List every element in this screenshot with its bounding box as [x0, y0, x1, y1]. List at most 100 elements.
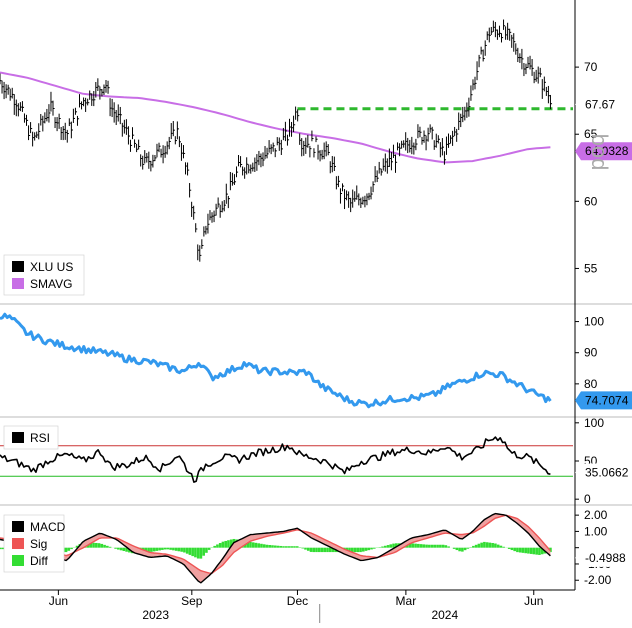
diff-bar: [359, 548, 362, 552]
ratio-ytick-label: 90: [584, 346, 598, 360]
price-ytick-label: 70: [584, 60, 598, 74]
diff-bar: [301, 548, 304, 549]
macd-ytick-label: 1.00: [584, 524, 608, 538]
diff-bar: [117, 548, 120, 550]
diff-bar: [158, 548, 161, 551]
diff-bar: [442, 545, 445, 548]
diff-bar: [513, 548, 516, 551]
diff-bar: [189, 548, 192, 555]
diff-bar: [439, 545, 442, 548]
diff-bar: [310, 548, 313, 552]
diff-bar: [390, 544, 393, 547]
diff-bar: [453, 548, 456, 549]
macd-ytick-label: -2.00: [584, 573, 612, 587]
diff-bar: [249, 542, 252, 548]
diff-bar: [216, 544, 219, 547]
price-last-value: 67.67: [575, 95, 624, 113]
diff-bar: [519, 548, 522, 553]
diff-bar: [356, 548, 359, 552]
macd-last-value: -0.4988: [575, 549, 632, 567]
diff-bar: [103, 545, 106, 548]
diff-bar: [483, 542, 486, 548]
diff-bar: [530, 548, 533, 554]
diff-bar: [434, 545, 437, 548]
diff-bar: [153, 548, 156, 552]
rsi-ytick-label: 0: [584, 492, 591, 506]
diff-bar: [252, 542, 255, 547]
diff-bar: [266, 545, 269, 548]
diff-bar: [527, 548, 530, 554]
diff-bar: [271, 545, 274, 547]
macd-legend-swatch: [12, 538, 24, 549]
diff-bar: [156, 548, 159, 551]
diff-bar: [114, 548, 117, 549]
diff-bar: [458, 548, 461, 552]
macd-legend-label: Sig: [30, 537, 47, 551]
ratio-ytick-label: 80: [584, 377, 598, 391]
diff-bar: [208, 548, 211, 550]
diff-bar: [497, 545, 500, 548]
diff-bar: [268, 545, 271, 548]
diff-bar: [68, 548, 71, 551]
diff-bar: [511, 548, 514, 550]
diff-bar: [365, 548, 368, 551]
diff-bar: [202, 548, 205, 556]
diff-bar: [213, 546, 216, 548]
diff-bar: [461, 548, 464, 552]
diff-bar: [120, 548, 123, 551]
diff-bar: [222, 542, 225, 548]
diff-bar: [180, 548, 183, 552]
diff-bar: [307, 548, 310, 551]
x-month-label: Mar: [396, 594, 417, 608]
diff-bar: [263, 544, 266, 547]
diff-bar: [92, 543, 95, 548]
diff-bar: [467, 548, 470, 549]
ratio-line: [0, 314, 550, 407]
diff-bar: [178, 548, 181, 552]
svg-text:67.67: 67.67: [585, 97, 615, 111]
diff-bar: [412, 543, 415, 547]
diff-bar: [447, 546, 450, 547]
diff-bar: [500, 546, 503, 548]
diff-bar: [381, 547, 384, 548]
rsi-ytick-label: 100: [584, 416, 604, 430]
diff-bar: [167, 548, 170, 550]
diff-bar: [431, 545, 434, 548]
price-legend-swatch: [12, 261, 24, 272]
diff-bar: [535, 548, 538, 555]
diff-bar: [296, 546, 299, 547]
diff-bar: [354, 548, 357, 552]
svg-text:-0.4988: -0.4988: [585, 551, 626, 565]
diff-bar: [312, 548, 315, 552]
diff-bar: [255, 543, 258, 548]
macd-ytick-label: 2.00: [584, 508, 608, 522]
x-year-label: 2023: [142, 608, 169, 622]
diff-bar: [95, 543, 98, 548]
diff-bar: [293, 546, 296, 547]
diff-bar: [436, 545, 439, 548]
rsi-legend-label: RSI: [30, 431, 50, 445]
diff-bar: [227, 540, 230, 547]
x-month-label: Jun: [524, 594, 543, 608]
diff-bar: [183, 548, 186, 553]
diff-bar: [329, 548, 332, 552]
diff-bar: [502, 547, 505, 548]
price-bars: [0, 20, 552, 262]
ratio-ytick-label: 100: [584, 315, 604, 329]
diff-bar: [417, 544, 420, 548]
diff-bar: [274, 545, 277, 547]
diff-bar: [186, 548, 189, 554]
diff-bar: [323, 548, 326, 552]
diff-bar: [478, 544, 481, 548]
diff-bar: [445, 545, 448, 547]
diff-bar: [508, 548, 511, 549]
diff-bar: [277, 546, 280, 548]
diff-bar: [191, 548, 194, 556]
diff-bar: [169, 548, 172, 550]
diff-bar: [423, 544, 426, 547]
diff-bar: [373, 548, 376, 549]
svg-text:74.7074: 74.7074: [585, 393, 629, 407]
diff-bar: [475, 545, 478, 548]
